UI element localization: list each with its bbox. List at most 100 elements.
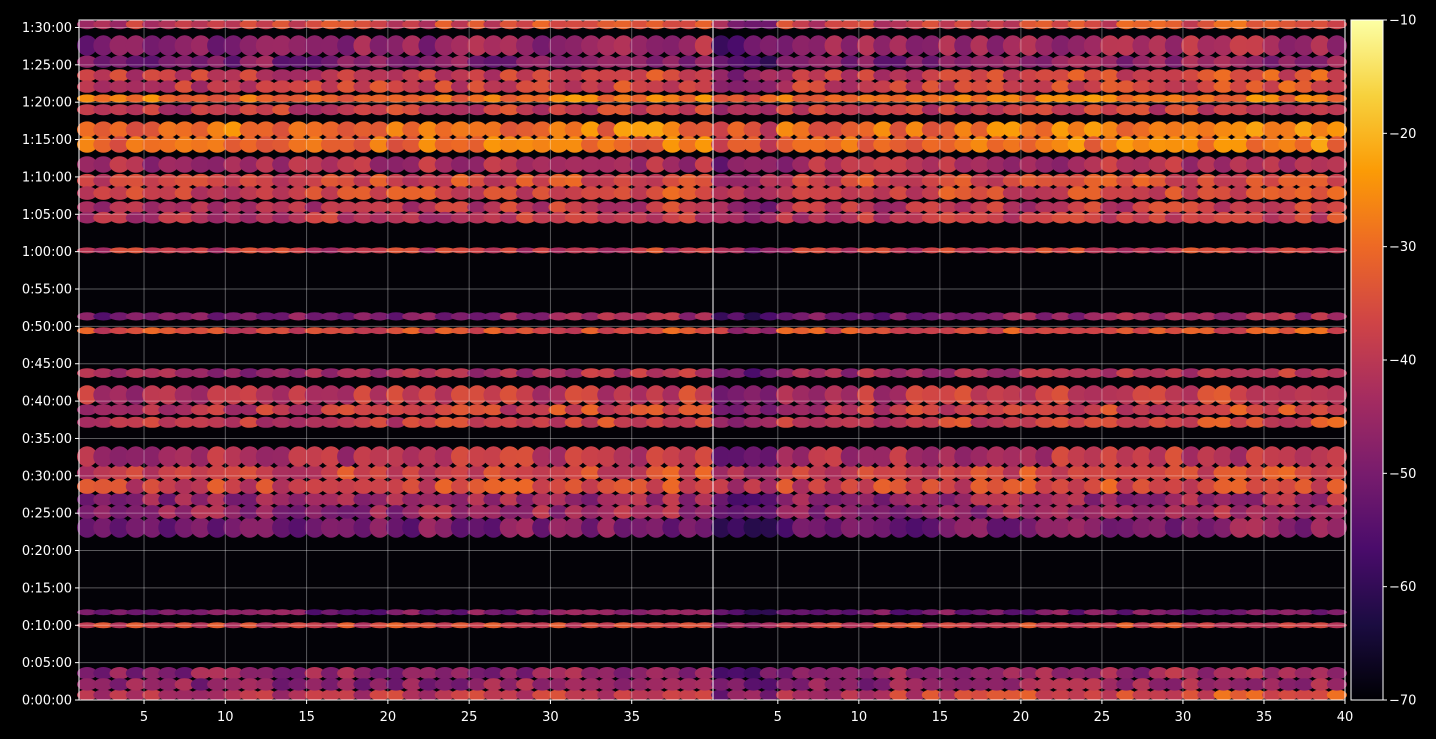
heatmap-cell	[450, 211, 472, 224]
heatmap-cell	[499, 505, 520, 519]
heatmap-cell	[646, 667, 667, 680]
heatmap-cell	[970, 622, 991, 629]
heatmap-cell	[1262, 104, 1283, 116]
heatmap-cell	[646, 385, 667, 405]
heatmap-cell	[1310, 94, 1331, 103]
heatmap-cell	[1035, 121, 1056, 138]
heatmap-cell	[516, 667, 537, 680]
heatmap-cell	[1067, 104, 1088, 116]
colorbar-tick-label: −20	[1389, 127, 1416, 142]
heatmap-cell	[483, 173, 504, 188]
heatmap-cell	[1083, 505, 1104, 519]
heatmap-cell	[304, 19, 325, 30]
heatmap-cell	[564, 136, 585, 153]
heatmap-cell	[938, 327, 958, 335]
heatmap-cell	[548, 186, 569, 200]
heatmap-cell	[467, 368, 488, 378]
heatmap-cell	[532, 446, 553, 467]
heatmap-cell	[142, 94, 163, 103]
heatmap-cell	[613, 156, 634, 173]
heatmap-cell	[1278, 156, 1299, 173]
heatmap-cell	[629, 55, 650, 68]
heatmap-cell	[889, 368, 910, 378]
heatmap-cell	[337, 80, 358, 93]
heatmap-cell	[938, 689, 958, 701]
heatmap-cell	[385, 312, 407, 321]
heatmap-cell	[873, 312, 894, 321]
heatmap-cell	[532, 173, 553, 188]
heatmap-cell	[548, 689, 569, 701]
heatmap-cell	[646, 80, 667, 93]
heatmap-cell	[743, 492, 764, 507]
heatmap-cell	[467, 678, 488, 691]
heatmap-cell	[1035, 446, 1056, 467]
heatmap-cell	[970, 247, 991, 254]
heatmap-cell	[516, 186, 537, 200]
heatmap-cell	[564, 327, 585, 335]
heatmap-cell	[727, 173, 748, 188]
heatmap-cell	[759, 492, 780, 507]
heatmap-cell	[564, 35, 585, 56]
heatmap-cell	[516, 104, 537, 116]
heatmap-cell	[646, 622, 667, 629]
heatmap-cell	[207, 104, 228, 116]
heatmap-cell	[1213, 186, 1234, 200]
heatmap-cell	[418, 667, 439, 680]
heatmap-cell	[499, 678, 520, 691]
heatmap-cell	[158, 478, 179, 494]
heatmap-cell	[207, 622, 228, 629]
heatmap-cell	[792, 104, 813, 116]
heatmap-cell	[808, 622, 829, 629]
heatmap-cell	[1245, 385, 1266, 405]
heatmap-cell	[613, 94, 634, 103]
heatmap-cell	[402, 517, 423, 538]
heatmap-cell	[1197, 678, 1218, 691]
heatmap-cell	[646, 492, 667, 507]
heatmap-cell	[840, 667, 861, 680]
heatmap-cell	[1294, 404, 1315, 416]
heatmap-cell	[272, 104, 293, 116]
heatmap-cell	[613, 385, 634, 405]
heatmap-cell	[93, 689, 114, 701]
heatmap-cell	[1148, 622, 1169, 629]
heatmap-cell	[483, 689, 504, 701]
heatmap-cell	[694, 446, 716, 467]
heatmap-cell	[516, 465, 537, 481]
heatmap-cell	[1326, 104, 1347, 116]
heatmap-cell	[353, 55, 374, 68]
heatmap-cell	[1002, 385, 1023, 405]
heatmap-cell	[873, 94, 894, 103]
heatmap-cell	[792, 211, 813, 224]
heatmap-cell	[1197, 55, 1218, 68]
heatmap-cell	[662, 416, 683, 428]
heatmap-cell	[873, 327, 894, 335]
heatmap-cell	[938, 19, 958, 30]
heatmap-cell	[743, 609, 764, 616]
heatmap-cell	[532, 465, 553, 481]
heatmap-cell	[1262, 35, 1283, 56]
heatmap-cell	[1197, 19, 1218, 30]
heatmap-cell	[207, 667, 228, 680]
heatmap-cell	[1067, 19, 1088, 30]
heatmap-cell	[1245, 327, 1266, 335]
heatmap-cell	[1100, 385, 1120, 405]
heatmap-cell	[727, 505, 748, 519]
heatmap-cell	[856, 622, 877, 629]
heatmap-cell	[1100, 404, 1120, 416]
heatmap-cell	[434, 478, 455, 494]
heatmap-cell	[986, 465, 1007, 481]
heatmap-cell	[499, 667, 520, 680]
heatmap-cell	[1294, 80, 1315, 93]
heatmap-cell	[970, 609, 991, 616]
x-tick-label: 5	[774, 710, 782, 725]
heatmap-cell	[1181, 609, 1202, 616]
heatmap-cell	[759, 689, 780, 701]
heatmap-cell	[434, 156, 455, 173]
heatmap-cell	[174, 201, 195, 213]
heatmap-cell	[516, 80, 537, 93]
heatmap-cell	[1310, 446, 1331, 467]
heatmap-cell	[304, 678, 325, 691]
heatmap-cell	[564, 80, 585, 93]
heatmap-cell	[1083, 19, 1104, 30]
heatmap-cell	[1035, 104, 1056, 116]
